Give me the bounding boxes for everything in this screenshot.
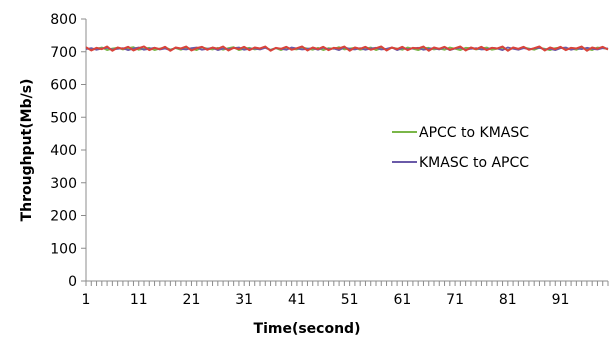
y-tick-label: 300 xyxy=(50,176,77,192)
y-tick-label: 500 xyxy=(50,110,77,126)
y-tick-label: 800 xyxy=(50,12,77,28)
x-axis-title: Time(second) xyxy=(254,321,361,337)
y-tick-label: 700 xyxy=(50,45,77,61)
series-line-2 xyxy=(85,45,609,52)
x-tick-label: 1 xyxy=(82,292,91,308)
y-tick-label: 600 xyxy=(50,78,77,94)
x-tick-label: 81 xyxy=(499,292,517,308)
x-tick-label: 51 xyxy=(341,292,359,308)
y-tick-label: 200 xyxy=(50,209,77,225)
x-tick-label: 31 xyxy=(235,292,253,308)
legend-label-1: KMASC to APCC xyxy=(419,155,529,171)
y-tick-label: 0 xyxy=(68,274,77,290)
x-tick-label: 41 xyxy=(288,292,306,308)
axes-layer xyxy=(81,18,609,286)
x-tick-label: 91 xyxy=(552,292,570,308)
y-tick-label: 100 xyxy=(50,241,77,257)
y-axis-title: Throughput(Mb/s) xyxy=(19,79,35,222)
x-tick-label: 61 xyxy=(393,292,411,308)
legend: APCC to KMASC KMASC to APCC xyxy=(392,125,529,171)
x-tick-label: 21 xyxy=(183,292,201,308)
y-tick-label: 400 xyxy=(50,143,77,159)
legend-label-0: APCC to KMASC xyxy=(419,125,529,141)
x-tick-label: 11 xyxy=(130,292,148,308)
x-tick-label: 71 xyxy=(446,292,464,308)
series-layer xyxy=(85,45,609,52)
